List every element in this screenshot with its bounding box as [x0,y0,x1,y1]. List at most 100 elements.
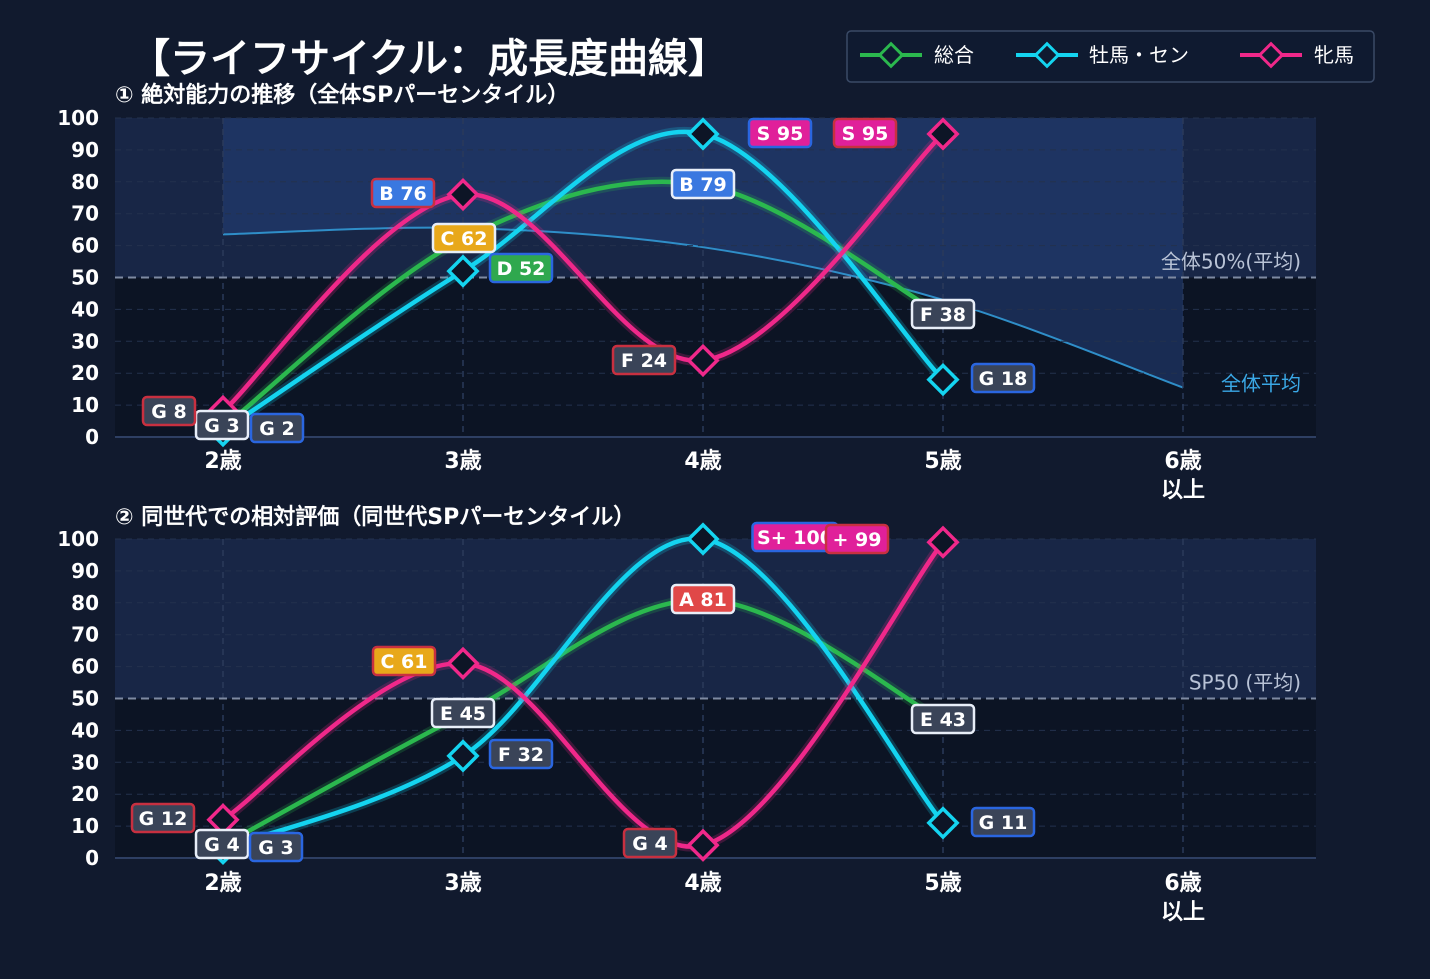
series-line-0 [220,597,946,848]
y-tick-label: 60 [71,655,99,679]
data-label-box [431,222,497,254]
data-label-box [970,806,1036,838]
data-label-x: E 45 [440,703,486,725]
data-point-marker-1 [446,254,480,288]
data-label-box [910,703,976,735]
data-label-box [488,252,554,284]
x-tick-label: 2歳 [204,449,241,474]
data-label-box [370,177,436,209]
y-tick-label: 90 [71,138,99,162]
data-label-x: S 95 [757,123,804,145]
y-tick-label: 100 [57,527,99,551]
x-tick-line: 2歳 [204,449,241,474]
data-label-x: E 43 [920,709,966,731]
average-curve-line [222,226,1184,389]
data-label-box [910,298,976,330]
legend-diamond-icon [1033,41,1061,69]
data-point-marker-2 [686,828,720,862]
legend-diamond-icon [877,41,905,69]
chart-title: 【ライフサイクル：成長度曲線】 [130,36,728,82]
x-tick-label: 4歳 [684,871,721,896]
legend-box [846,30,1375,83]
y-tick-label: 60 [71,234,99,258]
series-line-1 [220,129,946,433]
data-label-box [611,344,677,376]
x-tick-label: 3歳 [444,449,481,474]
y-tick-label: 50 [71,687,99,711]
y-tick-label: 10 [71,393,99,417]
x-tick-line: 6歳 [1164,871,1201,896]
data-label-x: G 18 [979,368,1028,390]
y-tick-label: 20 [71,782,99,806]
data-point-marker-1 [926,362,960,397]
y-tick-label: 0 [85,846,99,870]
y-tick-label: 70 [71,623,99,647]
y-tick-label: 40 [71,297,99,321]
legend-label: 牝馬 [1314,43,1354,67]
data-label-x: + 99 [833,529,882,551]
panel-relative-evaluation: ② 同世代での相対評価（同世代SPパーセンタイル） SP50 (平均) 0 10 20 3… [57,504,1316,925]
x-tick-label: 4歳 [684,449,721,474]
data-label-box [430,697,496,729]
y-tick-label: 100 [57,106,99,130]
x-tick-label: 6歳以上 [1161,871,1205,925]
data-label-x: G 12 [139,808,188,830]
x-tick-line: 2歳 [204,871,241,896]
data-label-x: S 95 [842,123,889,145]
data-point-marker-1 [686,522,720,556]
x-tick-line: 4歳 [684,449,721,474]
y-tick-label: 20 [71,361,99,385]
data-point-marker-2 [926,525,960,559]
data-label-box [371,645,437,677]
data-label-box [130,802,196,834]
data-label-box [488,738,554,770]
x-tick-label: 5歳 [924,871,961,896]
panel-title: ① 絶対能力の推移（全体SPパーセンタイル） [115,82,569,108]
y-tick-label: 30 [71,750,99,774]
data-label-box [141,395,197,427]
data-label-x: B 79 [679,174,727,196]
x-tick-label: 3歳 [444,871,481,896]
data-point-marker-2 [686,343,720,378]
x-tick-label: 2歳 [204,871,241,896]
data-label-box [622,827,678,859]
data-point-marker-1 [446,739,480,773]
panel-absolute-ability: ① 絶対能力の推移（全体SPパーセンタイル） 全体平均 全体50%(平均) 0 10 20… [57,82,1316,503]
data-label-x: A 81 [679,589,727,611]
data-label-box [249,412,305,444]
data-label-box [824,523,890,555]
y-tick-label: 80 [71,170,99,194]
y-tick-label: 0 [85,425,99,449]
data-label-box [248,831,304,863]
x-tick-label: 5歳 [924,449,961,474]
data-label-x: G 3 [258,837,293,859]
x-tick-line: 5歳 [924,449,961,474]
y-tick-label: 10 [71,814,99,838]
x-tick-line: 5歳 [924,871,961,896]
x-tick-label: 6歳以上 [1161,449,1205,503]
data-label-box [832,117,898,149]
data-label-x: C 61 [381,651,428,673]
data-label-box [970,362,1036,394]
y-tick-label: 40 [71,718,99,742]
data-point-marker-2 [206,803,240,837]
y-tick-label: 50 [71,266,99,290]
data-label-x: G 4 [632,833,667,855]
reference-line-label: SP50 (平均) [1189,671,1301,695]
data-point-marker-2 [926,117,960,151]
y-tick-label: 90 [71,559,99,583]
reference-line-label: 全体50%(平均) [1161,250,1301,274]
x-tick-line: 4歳 [684,871,721,896]
y-tick-label: 80 [71,591,99,615]
series-line-2 [220,131,946,414]
x-tick-line: 6歳 [1164,449,1201,474]
data-point-marker-2 [446,646,480,681]
above-average-band [115,539,1316,699]
data-label-box [670,583,736,615]
series-line-1 [220,536,946,851]
data-label-x: G 3 [204,415,239,437]
x-tick-line: 3歳 [444,449,481,474]
legend-label: 総合 [934,43,974,67]
